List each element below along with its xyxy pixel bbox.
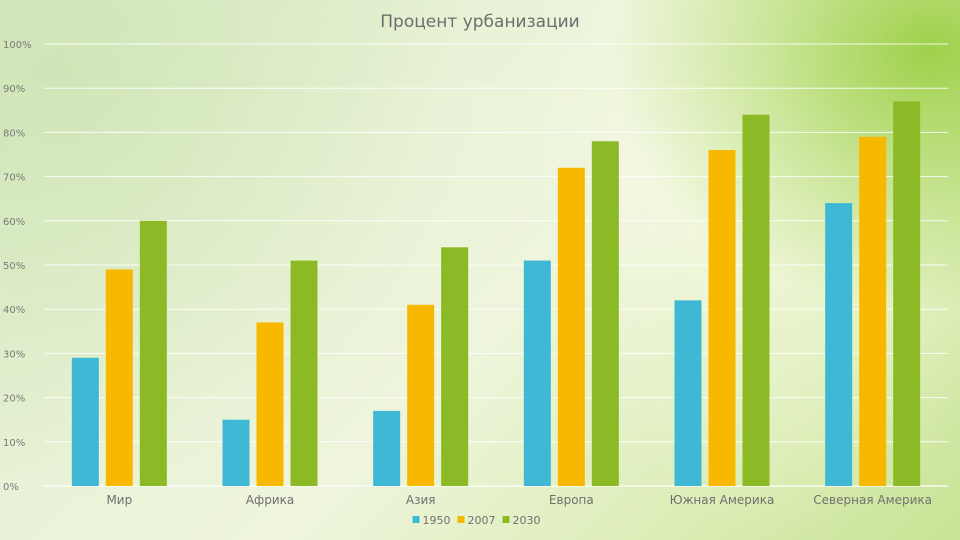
bar-2007-5 [859, 136, 887, 486]
y-tick-label: 80% [3, 128, 25, 139]
gridlines [44, 43, 948, 487]
legend-swatch-2007 [457, 516, 465, 523]
bars [71, 101, 921, 487]
y-tick-label: 0% [3, 482, 19, 493]
bar-1950-2 [373, 410, 401, 486]
y-tick-label: 10% [3, 438, 25, 449]
legend-swatch-2030 [502, 516, 510, 523]
category-label: Европа [549, 493, 594, 507]
bar-2030-4 [742, 114, 770, 486]
category-label: Мир [106, 493, 132, 507]
bar-2030-2 [441, 247, 469, 486]
y-tick-label: 100% [3, 40, 32, 51]
y-tick-label: 90% [3, 84, 25, 95]
legend-label-2030: 2030 [513, 514, 541, 527]
category-label: Северная Америка [813, 493, 932, 507]
bar-1950-5 [825, 203, 853, 486]
bar-2007-4 [708, 150, 736, 486]
y-tick-label: 30% [3, 349, 25, 360]
bar-1950-0 [71, 357, 99, 486]
chart-title: Процент урбанизации [380, 12, 579, 32]
bar-2030-1 [290, 260, 318, 486]
bar-1950-4 [674, 300, 702, 486]
y-tick-label: 50% [3, 261, 25, 272]
bar-2007-1 [256, 322, 284, 486]
bar-1950-1 [222, 419, 250, 486]
category-label: Африка [246, 493, 295, 507]
category-label: Южная Америка [670, 493, 775, 507]
bar-2030-5 [893, 101, 921, 487]
y-tick-label: 20% [3, 394, 25, 405]
bar-2007-0 [105, 269, 133, 486]
legend-label-2007: 2007 [468, 514, 496, 527]
category-label: Азия [406, 493, 436, 507]
legend-swatch-1950 [412, 516, 420, 523]
y-tick-label: 40% [3, 305, 25, 316]
bar-2030-3 [591, 141, 619, 487]
legend-label-1950: 1950 [423, 514, 451, 527]
y-tick-label: 60% [3, 217, 25, 228]
bar-1950-3 [523, 260, 551, 486]
bar-2007-3 [557, 167, 585, 486]
y-tick-label: 70% [3, 173, 25, 184]
bar-2030-0 [139, 220, 167, 487]
x-axis-category-labels: Мир Африка Азия Европа Южная Америка Северная… [106, 493, 932, 507]
bar-2007-2 [407, 304, 435, 486]
legend: 1950 2007 2030 [412, 514, 541, 527]
y-axis-tick-labels: 0% 10% 20% 30% 40% 50% 60% 70% 80% 90% 100% [3, 40, 32, 493]
